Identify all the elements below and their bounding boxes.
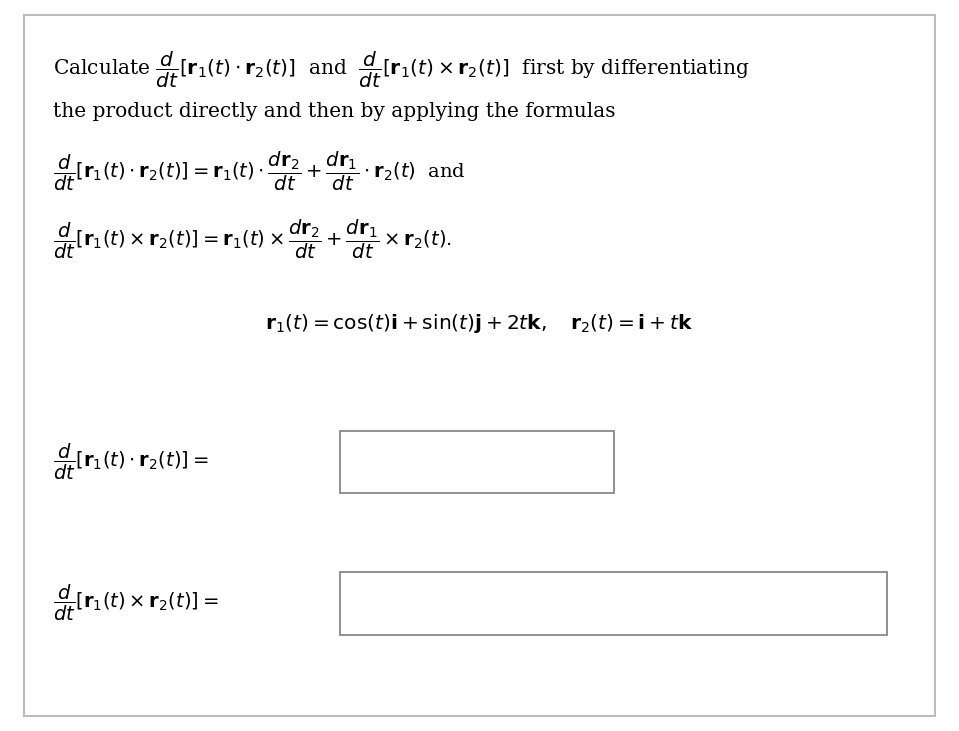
FancyBboxPatch shape — [340, 572, 887, 635]
FancyBboxPatch shape — [24, 15, 935, 716]
Text: $\mathbf{r}_1(t) = \cos(t)\mathbf{i} + \sin(t)\mathbf{j} + 2t\mathbf{k}, \quad \: $\mathbf{r}_1(t) = \cos(t)\mathbf{i} + \… — [266, 311, 693, 335]
Text: $\dfrac{d}{dt}[\mathbf{r}_1(t) \times \mathbf{r}_2(t)] =$: $\dfrac{d}{dt}[\mathbf{r}_1(t) \times \m… — [53, 583, 219, 623]
FancyBboxPatch shape — [340, 431, 614, 493]
Text: $\dfrac{d}{dt}[\mathbf{r}_1(t) \times \mathbf{r}_2(t)] = \mathbf{r}_1(t) \times : $\dfrac{d}{dt}[\mathbf{r}_1(t) \times \m… — [53, 218, 452, 262]
Text: $\dfrac{d}{dt}[\mathbf{r}_1(t) \cdot \mathbf{r}_2(t)] =$: $\dfrac{d}{dt}[\mathbf{r}_1(t) \cdot \ma… — [53, 442, 208, 482]
Text: the product directly and then by applying the formulas: the product directly and then by applyin… — [53, 102, 616, 121]
Text: $\dfrac{d}{dt}[\mathbf{r}_1(t) \cdot \mathbf{r}_2(t)] = \mathbf{r}_1(t) \cdot \d: $\dfrac{d}{dt}[\mathbf{r}_1(t) \cdot \ma… — [53, 150, 465, 194]
Text: Calculate $\dfrac{d}{dt}[\mathbf{r}_1(t) \cdot \mathbf{r}_2(t)]$  and  $\dfrac{d: Calculate $\dfrac{d}{dt}[\mathbf{r}_1(t)… — [53, 49, 749, 90]
